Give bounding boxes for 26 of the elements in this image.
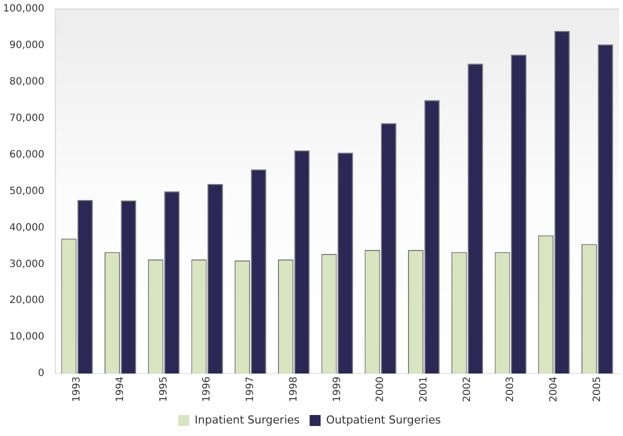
- y-tick-label: 60,000: [9, 149, 44, 160]
- x-tick-label: 2002: [462, 376, 473, 402]
- x-tick-label: 1997: [245, 376, 256, 402]
- legend-label: Inpatient Surgeries: [194, 413, 300, 426]
- x-tick-label: 1995: [158, 376, 170, 402]
- x-tick-label: 1996: [202, 376, 213, 402]
- y-tick-label: 50,000: [9, 186, 44, 197]
- y-tick-label: 0: [38, 368, 44, 380]
- y-tick-label: 20,000: [9, 295, 44, 306]
- y-tick-label: 70,000: [9, 112, 44, 124]
- x-tick-label: 2004: [548, 376, 560, 402]
- y-tick-label: 80,000: [9, 76, 44, 88]
- x-tick-label: 1998: [288, 376, 300, 402]
- y-tick-label: 10,000: [9, 332, 44, 343]
- x-tick-label: 2005: [592, 376, 603, 402]
- y-tick-label: 90,000: [9, 40, 44, 52]
- x-tick-label: 2001: [418, 376, 430, 402]
- y-tick-label: 100,000: [2, 4, 44, 15]
- x-tick-label: 1993: [72, 376, 83, 402]
- x-tick-label: 1999: [332, 376, 343, 402]
- legend-label: Outpatient Surgeries: [326, 413, 442, 426]
- y-tick-label: 40,000: [9, 222, 44, 234]
- x-tick-label: 1994: [114, 376, 126, 402]
- x-tick-label: 2000: [375, 376, 386, 402]
- y-tick-label: 30,000: [9, 258, 44, 270]
- x-tick-label: 2003: [505, 376, 516, 402]
